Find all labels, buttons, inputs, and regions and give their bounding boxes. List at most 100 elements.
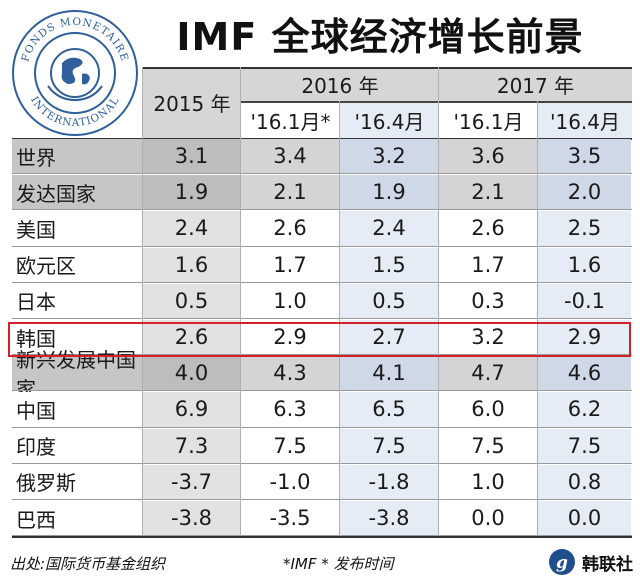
table-cell: 1.6: [538, 247, 631, 282]
table-cell: 2.1: [241, 175, 339, 210]
row-label: 中国: [12, 392, 142, 427]
table-cell: 1.6: [143, 247, 240, 282]
row-separator: [12, 499, 632, 500]
table-cell: -1.0: [241, 464, 339, 499]
table-cell: 7.5: [439, 428, 537, 463]
header-col-2: '16.1月: [439, 101, 538, 138]
column-separator: [142, 67, 143, 537]
table-top-rule: [143, 67, 632, 69]
row-label: 欧元区: [12, 247, 142, 282]
header-2017: 2017 年: [439, 67, 632, 101]
table-cell: 1.5: [340, 247, 438, 282]
table-cell: 2.9: [241, 320, 339, 355]
table-cell: 2.9: [538, 320, 631, 355]
header-2015: 2015 年: [143, 67, 241, 138]
table-cell: -3.7: [143, 464, 240, 499]
table-cell: 3.1: [143, 139, 240, 174]
table-cell: 1.0: [241, 283, 339, 318]
table-cell: 1.7: [439, 247, 537, 282]
table-cell: 0.5: [340, 283, 438, 318]
table-cell: -3.8: [340, 501, 438, 536]
brand-name: 韩联社: [582, 554, 633, 575]
table-cell: 7.5: [538, 428, 631, 463]
svg-text:g: g: [556, 553, 568, 573]
table-cell: -3.8: [143, 501, 240, 536]
row-separator: [12, 318, 632, 319]
table-cell: 4.1: [340, 356, 438, 391]
row-label: 俄罗斯: [12, 464, 142, 499]
column-separator: [438, 67, 439, 537]
table-cell: 4.6: [538, 356, 631, 391]
table-cell: 2.0: [538, 175, 631, 210]
table-cell: 2.6: [241, 211, 339, 246]
row-label: 新兴发展中国家: [12, 348, 142, 401]
row-label: 世界: [12, 139, 142, 174]
footer-note: *IMF * 发布时间: [283, 555, 394, 573]
table-cell: 1.7: [241, 247, 339, 282]
table-cell: 1.0: [439, 464, 537, 499]
column-separator: [537, 101, 538, 537]
header-col-0: '16.1月*: [241, 101, 340, 138]
table-cell: 0.0: [538, 501, 631, 536]
table-cell: -1.8: [340, 464, 438, 499]
table-cell: 6.2: [538, 392, 631, 427]
table-cell: 6.5: [340, 392, 438, 427]
row-label: 美国: [12, 211, 142, 246]
korea-highlight-box: [8, 322, 631, 357]
row-separator: [12, 426, 632, 428]
row-label: 发达国家: [12, 175, 142, 210]
table-cell: 3.2: [439, 320, 537, 355]
table-cell: 2.5: [538, 211, 631, 246]
table-bottom-rule: [12, 536, 632, 539]
table-cell: 7.5: [241, 428, 339, 463]
table-cell: 2.6: [439, 211, 537, 246]
table-cell: 7.5: [340, 428, 438, 463]
table-cell: 3.5: [538, 139, 631, 174]
table-cell: 0.0: [439, 501, 537, 536]
brand: g 韩联社: [548, 548, 633, 576]
footer-source: 出处:国际货币基金组织: [10, 555, 166, 573]
row-separator: [12, 390, 632, 392]
table-cell: 1.9: [340, 175, 438, 210]
header-col-1: '16.4月: [340, 101, 439, 138]
table-cell: 4.3: [241, 356, 339, 391]
row-separator: [12, 462, 632, 464]
header-2016: 2016 年: [241, 67, 439, 101]
table-cell: 4.7: [439, 356, 537, 391]
row-separator: [12, 281, 632, 283]
table-cell: -3.5: [241, 501, 339, 536]
row-label: 日本: [12, 283, 142, 318]
table-cell: 1.9: [143, 175, 240, 210]
table-cell: 6.0: [439, 392, 537, 427]
row-label: 韩国: [12, 320, 142, 355]
table-cell: 0.3: [439, 283, 537, 318]
header-col-3: '16.4月: [538, 101, 632, 138]
column-separator: [339, 101, 340, 537]
imf-logo: FONDS MONETAIRE INTERNATIONAL: [12, 10, 138, 136]
table-cell: 3.2: [340, 139, 438, 174]
row-label: 巴西: [12, 501, 142, 536]
table-cell: 4.0: [143, 356, 240, 391]
row-separator: [12, 535, 632, 537]
table-cell: -0.1: [538, 283, 631, 318]
yonhap-logo-icon: g: [549, 549, 575, 575]
row-separator: [12, 209, 632, 211]
table-cell: 3.6: [439, 139, 537, 174]
table-cell: 7.3: [143, 428, 240, 463]
column-separator: [240, 67, 241, 537]
row-label: 印度: [12, 428, 142, 463]
row-separator: [12, 173, 632, 175]
table-cell: 2.6: [143, 320, 240, 355]
table-cell: 2.4: [143, 211, 240, 246]
table-cell: 3.4: [241, 139, 339, 174]
row-separator: [12, 354, 632, 356]
table-cell: 6.9: [143, 392, 240, 427]
page-title: IMF 全球经济增长前景: [176, 15, 584, 59]
table-cell: 0.8: [538, 464, 631, 499]
table-cell: 2.4: [340, 211, 438, 246]
table-cell: 0.5: [143, 283, 240, 318]
table-cell: 2.7: [340, 320, 438, 355]
table-cell: 6.3: [241, 392, 339, 427]
table-cell: 2.1: [439, 175, 537, 210]
row-separator: [12, 245, 632, 247]
